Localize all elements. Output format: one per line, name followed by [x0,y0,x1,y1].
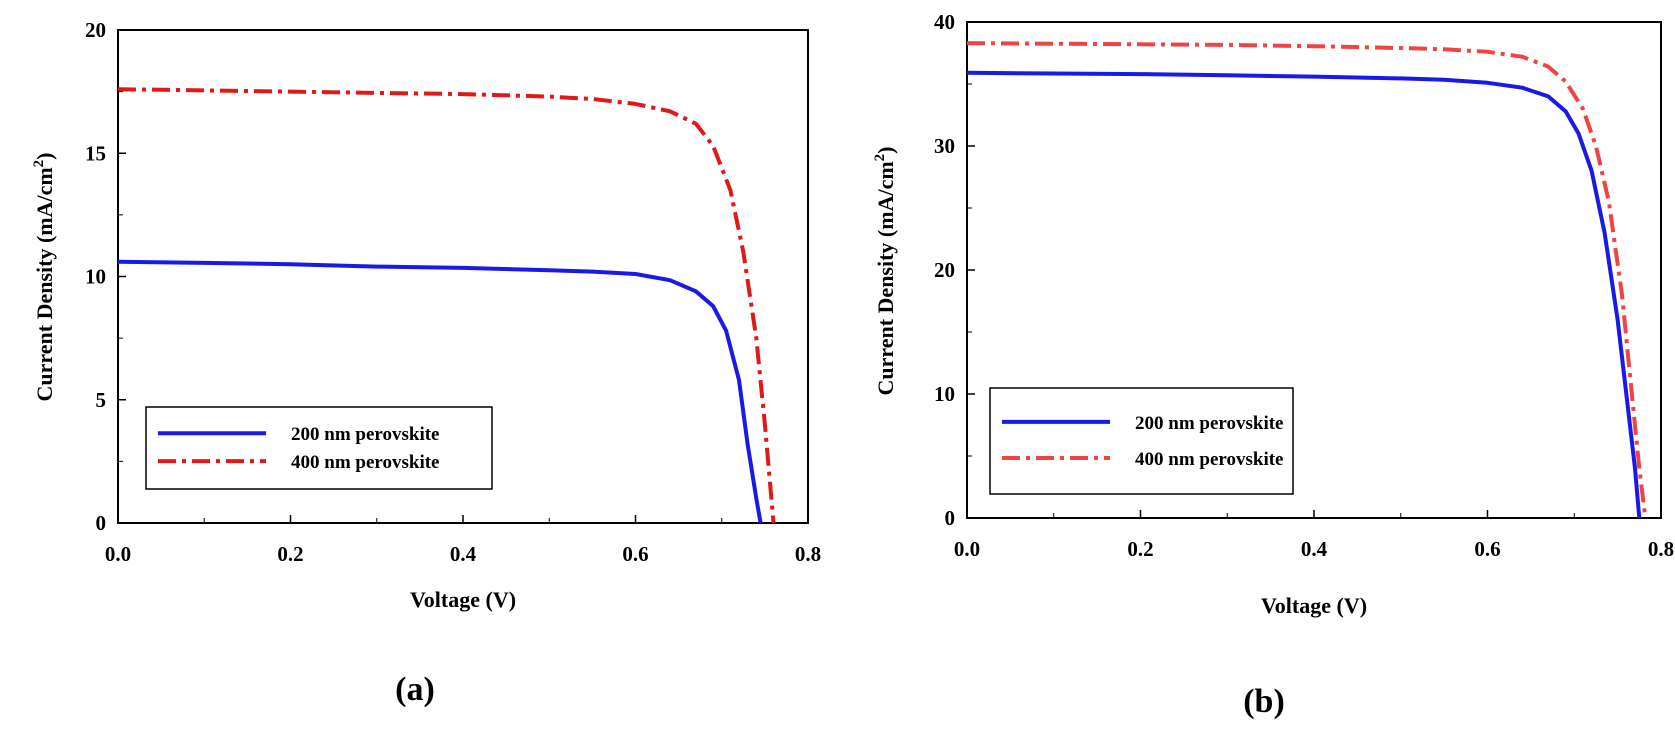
y-tick-label: 5 [96,388,107,412]
y-axis-title: Current Density (mA/cm2) [31,152,57,401]
series-line-2 [117,87,776,524]
x-tick-label: 0.8 [795,542,821,566]
legend-label: 400 nm perovskite [1135,449,1283,470]
legend-label: 200 nm perovskite [291,424,439,445]
y-axis-title-close: ) [32,152,57,159]
series-line-1 [117,259,763,524]
series-line-2 [966,41,1648,519]
y-tick-label: 0 [96,511,107,535]
y-tick-label: 0 [945,506,956,530]
x-tick-label: 0.6 [1474,537,1500,561]
y-axis-title-main: Current Density (mA/cm [32,167,57,401]
x-axis-title: Voltage (V) [1261,593,1367,618]
x-tick-label: 0.0 [954,537,980,561]
panel-label: (a) [395,671,435,708]
chart-panel-b: 0 10 20 30 40 0.0 0.2 0.4 0.6 0.8 200 nm perovskit… [872,10,1674,720]
legend-box [145,406,493,490]
x-tick-label: 0.4 [450,542,477,566]
y-tick-label: 10 [85,265,106,289]
chart-panel-a: 0 5 10 15 20 0.0 0.2 0.4 0.6 0.8 200 nm perovskite… [31,18,821,708]
legend-label: 200 nm perovskite [1135,413,1283,434]
legend-label: 400 nm perovskite [291,452,439,473]
y-tick-label: 20 [934,258,955,282]
y-tick-label: 40 [934,10,955,34]
series-line-1 [966,70,1642,519]
y-tick-label: 30 [934,134,955,158]
x-tick-label: 0.0 [105,542,131,566]
x-axis-title: Voltage (V) [410,587,516,612]
y-axis-title-superscript: 2 [31,160,47,168]
panel-label: (b) [1243,683,1285,720]
y-axis-title-superscript: 2 [872,154,888,162]
x-tick-label: 0.2 [1127,537,1153,561]
y-tick-label: 10 [934,382,955,406]
y-tick-label: 15 [85,141,106,165]
y-axis-title-main: Current Density (mA/cm [873,161,898,395]
x-tick-label: 0.6 [622,542,648,566]
y-axis-title-close: ) [873,146,898,153]
x-tick-label: 0.4 [1301,537,1328,561]
y-axis-title: Current Density (mA/cm2) [872,146,898,395]
legend-box [989,387,1294,495]
x-tick-label: 0.2 [277,542,303,566]
x-tick-label: 0.8 [1648,537,1674,561]
y-tick-label: 20 [85,18,106,42]
